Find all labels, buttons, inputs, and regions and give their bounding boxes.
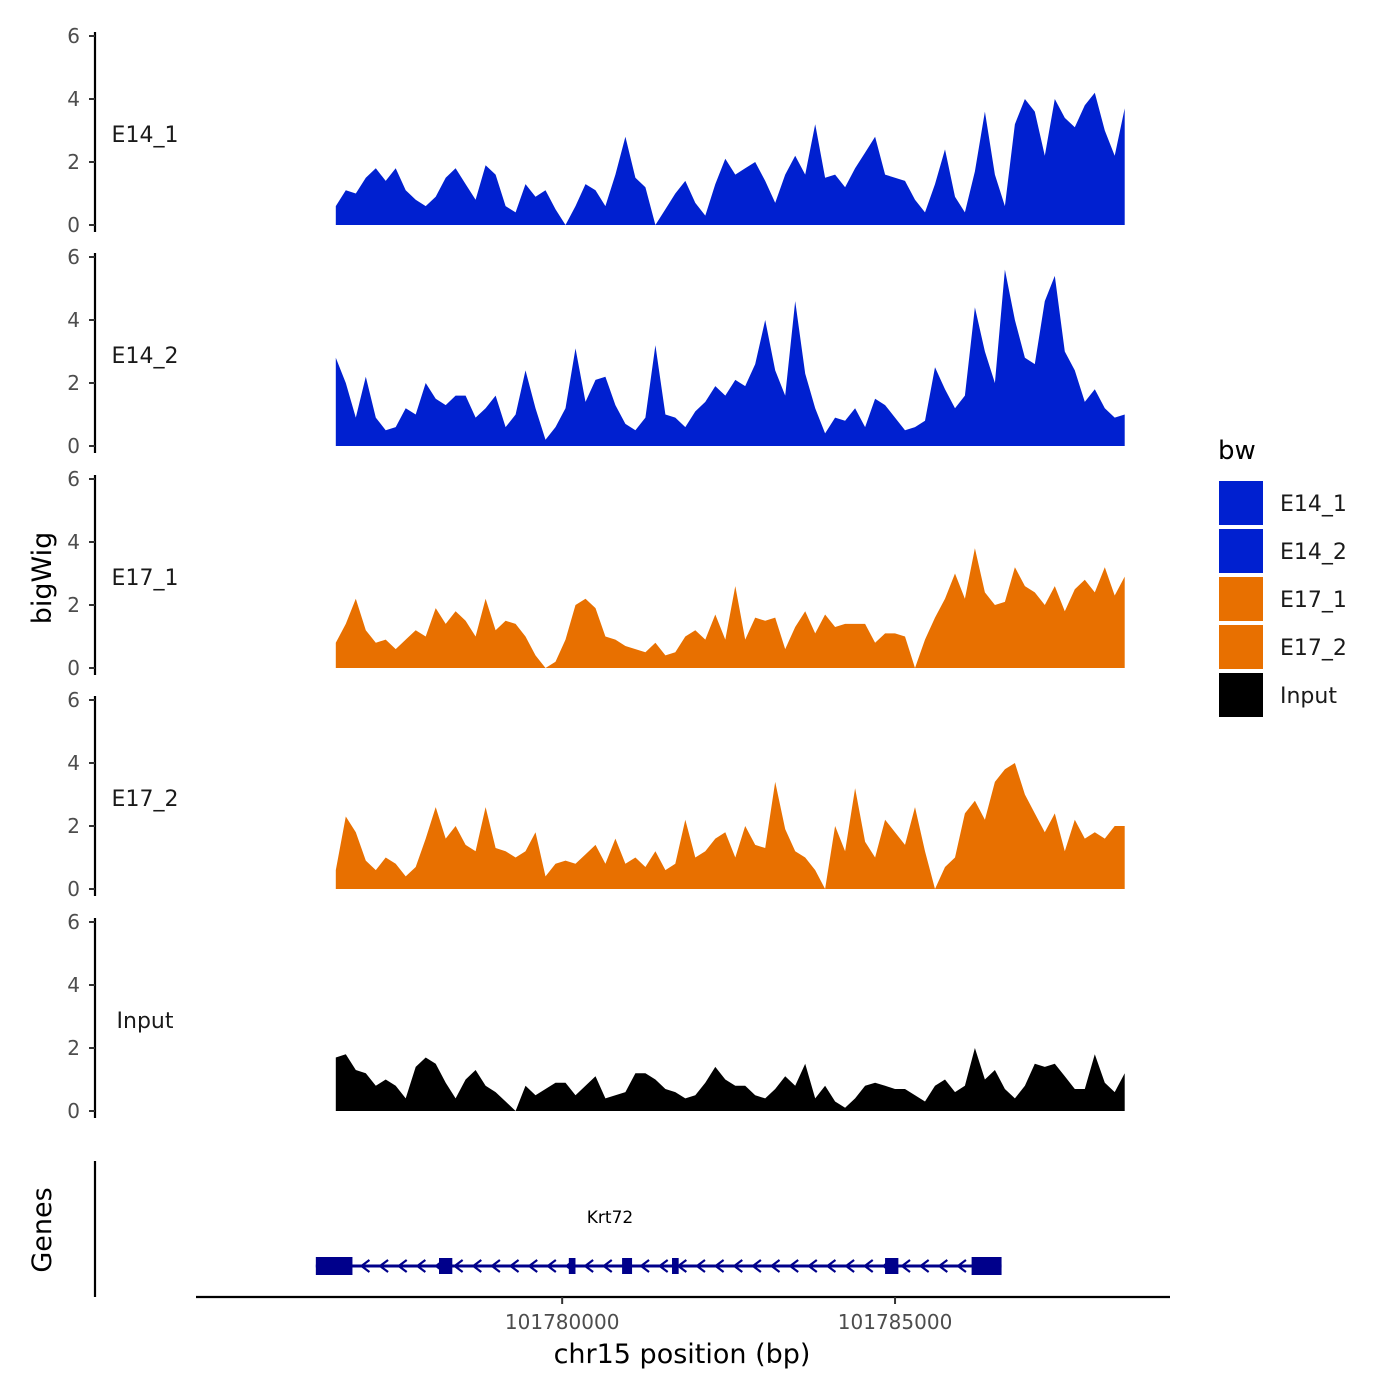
strand-arrow [415,1259,427,1273]
strand-arrow [490,1259,501,1273]
signal-tracks: 0 2 4 6 E14_1 0 2 4 6 E14_2 0 2 4 6 E17_1 0 2 4 6 E17_2 0 2 4 6… [67,24,1125,1123]
y-tick-label: 0 [67,1099,80,1123]
strand-arrow [713,1259,725,1273]
gene-name-label: Krt72 [587,1208,633,1228]
gene-exon [622,1258,633,1274]
strand-arrow [359,1259,371,1273]
legend-swatch [1219,625,1263,669]
strand-arrow [862,1259,874,1273]
track-E17_1: 0 2 4 6 E17_1 [67,467,1125,680]
strand-arrow [751,1259,762,1273]
strand-arrow [546,1259,557,1273]
y-tick-label: 4 [67,308,80,332]
gene-track: Krt72 [93,1161,1002,1297]
strand-arrow [844,1259,855,1273]
x-tick-label: 101785000 [838,1310,953,1334]
strand-arrow [788,1259,799,1273]
track-E17_2: 0 2 4 6 E17_2 [67,688,1125,901]
x-axis: 101780000 101785000 [196,1295,1170,1334]
legend-title: bw [1218,436,1256,466]
strand-arrow [918,1259,930,1273]
track-Input: 0 2 4 6 Input [67,910,1125,1123]
signal-area-E14_2 [335,269,1125,446]
gene-exon [672,1258,679,1274]
strand-arrow [937,1259,948,1273]
signal-area-E17_2 [335,763,1125,889]
legend-label: Input [1280,684,1337,709]
signal-area-E14_1 [335,92,1125,225]
strand-arrow [583,1259,594,1273]
strand-arrow [900,1259,911,1273]
gene-exon [885,1258,899,1274]
y-tick-label: 2 [67,814,80,838]
strand-arrow [471,1259,482,1273]
gene-exon [315,1257,353,1275]
y-tick-label: 2 [67,150,80,174]
legend-swatch [1219,481,1263,525]
track-E14_1: 0 2 4 6 E14_1 [67,24,1125,237]
strand-arrow [527,1259,538,1273]
y-tick-label: 4 [67,87,80,111]
y-tick-label: 6 [67,467,80,491]
y-tick-label: 0 [67,656,80,680]
strand-arrow [396,1259,408,1273]
legend-swatch [1219,673,1263,717]
genes-axis-title: Genes [27,1187,58,1272]
y-axis-title: bigWig [27,532,58,625]
gene-exon [568,1258,576,1274]
legend-label: E14_2 [1280,540,1347,565]
legend: bw E14_1 E14_2 E17_1 E17_2 Input [1218,436,1347,717]
y-tick-label: 6 [67,688,80,712]
gene-exon [971,1257,1002,1275]
strand-arrow [378,1259,389,1273]
strand-arrow [769,1259,781,1273]
track-label: E14_1 [112,123,179,148]
legend-label: E17_1 [1280,588,1347,613]
legend-label: E14_1 [1280,492,1347,517]
signal-area-Input [335,1048,1125,1111]
strand-arrow [601,1259,613,1273]
y-tick-label: 2 [67,593,80,617]
y-tick-label: 4 [67,751,80,775]
strand-arrow [806,1259,818,1273]
y-tick-label: 2 [67,371,80,395]
track-label: E17_1 [112,566,179,591]
legend-label: E17_2 [1280,636,1347,661]
track-E14_2: 0 2 4 6 E14_2 [67,245,1125,458]
signal-area-E17_1 [335,548,1125,668]
track-label: E14_2 [112,344,179,369]
strand-arrow [657,1259,669,1273]
track-label: E17_2 [112,787,179,812]
y-tick-label: 0 [67,213,80,237]
strand-arrow [825,1259,837,1273]
strand-arrow [732,1259,743,1273]
strand-arrow [639,1259,650,1273]
track-label: Input [117,1009,174,1034]
strand-arrow [695,1259,706,1273]
x-axis-title: chr15 position (bp) [554,1339,811,1370]
strand-arrow [956,1259,967,1273]
gene-exon [439,1258,453,1274]
y-tick-label: 0 [67,434,80,458]
y-tick-label: 6 [67,24,80,48]
y-tick-label: 2 [67,1036,80,1060]
y-tick-label: 4 [67,973,80,997]
y-tick-label: 4 [67,530,80,554]
strand-arrow [508,1259,520,1273]
x-tick-label: 101780000 [505,1310,620,1334]
legend-swatch [1219,529,1263,573]
strand-arrow [452,1259,464,1273]
y-tick-label: 6 [67,910,80,934]
y-tick-label: 6 [67,245,80,269]
y-tick-label: 0 [67,877,80,901]
legend-swatch [1219,577,1263,621]
